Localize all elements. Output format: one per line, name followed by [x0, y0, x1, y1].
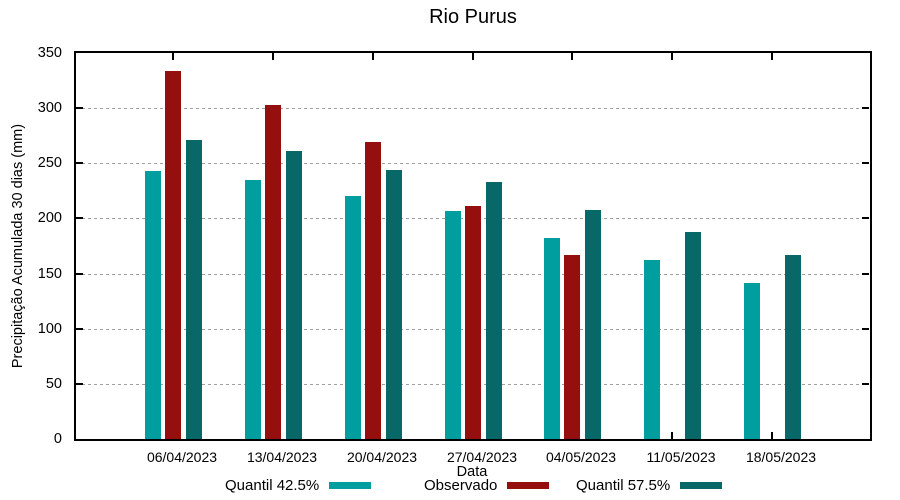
- y-tick-mark-right: [862, 382, 869, 385]
- bar-quantil-42-5--13/04/2023: [244, 179, 261, 439]
- y-tick-mark-left: [76, 107, 83, 110]
- y-tick-mark-right: [862, 272, 869, 275]
- bar-quantil-42-5--18/05/2023: [743, 283, 760, 439]
- x-tick-mark-top: [472, 53, 474, 60]
- y-tick-mark-left: [76, 327, 83, 330]
- y-tick-label: 100: [37, 320, 62, 337]
- y-tick-label: 0: [53, 431, 62, 447]
- x-tick-label: 18/05/2023: [745, 449, 817, 465]
- plot-area: [74, 51, 872, 441]
- bar-quantil-57-5--11/05/2023: [684, 231, 701, 439]
- bar-observado-27/04/2023: [465, 206, 481, 439]
- x-axis-title: Data: [456, 464, 488, 480]
- bar-quantil-42-5--11/05/2023: [643, 260, 660, 439]
- legend-label: Quantil 42.5%: [225, 477, 320, 494]
- x-tick-mark-bottom: [671, 432, 673, 439]
- legend-label: Observado: [424, 477, 498, 494]
- bar-observado-04/05/2023: [564, 254, 580, 439]
- bar-quantil-57-5--06/04/2023: [185, 140, 202, 439]
- x-tick-mark-top: [372, 53, 374, 60]
- x-tick-mark-top: [771, 53, 773, 60]
- legend-swatch: [329, 482, 372, 489]
- x-tick-label: 20/04/2023: [346, 449, 418, 465]
- legend-swatch: [507, 482, 550, 489]
- y-tick-label: 150: [37, 265, 62, 282]
- x-tick-label: 04/05/2023: [545, 449, 617, 465]
- bar-quantil-57-5--04/05/2023: [584, 209, 601, 439]
- y-tick-mark-right: [862, 327, 869, 330]
- x-tick-mark-bottom: [771, 432, 773, 439]
- chart-title: Rio Purus: [429, 6, 517, 28]
- legend-item-quantil-42-5-: Quantil 42.5%: [225, 477, 372, 494]
- x-tick-mark-top: [671, 53, 673, 60]
- y-tick-label: 200: [37, 210, 62, 227]
- y-tick-label: 300: [37, 100, 62, 117]
- y-tick-mark-right: [862, 107, 869, 110]
- y-tick-mark-left: [76, 272, 83, 275]
- y-tick-mark-left: [76, 382, 83, 385]
- legend-label: Quantil 57.5%: [576, 477, 671, 494]
- gridline-300: [76, 108, 869, 110]
- y-tick-mark-left: [76, 162, 83, 165]
- bar-quantil-57-5--27/04/2023: [485, 182, 502, 439]
- bar-observado-20/04/2023: [365, 142, 381, 439]
- x-tick-label: 13/04/2023: [246, 449, 318, 465]
- x-tick-mark-top: [571, 53, 573, 60]
- y-tick-label: 50: [45, 375, 62, 392]
- bar-quantil-57-5--13/04/2023: [285, 151, 302, 439]
- legend-item-quantil-57-5-: Quantil 57.5%: [576, 477, 723, 494]
- bar-quantil-42-5--04/05/2023: [543, 238, 560, 439]
- bar-quantil-42-5--06/04/2023: [144, 171, 161, 439]
- legend-item-observado: Observado: [424, 477, 550, 494]
- bar-quantil-42-5--20/04/2023: [344, 196, 361, 439]
- y-tick-mark-right: [862, 162, 869, 165]
- x-tick-mark-top: [172, 53, 174, 60]
- x-tick-mark-top: [272, 53, 274, 60]
- legend-swatch: [680, 482, 723, 489]
- bar-observado-06/04/2023: [165, 70, 181, 439]
- bar-observado-13/04/2023: [265, 104, 281, 439]
- x-tick-label: 11/05/2023: [646, 449, 716, 465]
- bar-quantil-42-5--27/04/2023: [444, 210, 461, 439]
- bar-quantil-57-5--20/04/2023: [385, 169, 402, 439]
- y-tick-label: 350: [37, 45, 62, 61]
- x-tick-label: 27/04/2023: [446, 449, 518, 465]
- y-tick-mark-left: [76, 217, 83, 220]
- bar-quantil-57-5--18/05/2023: [784, 254, 801, 439]
- y-tick-label: 250: [37, 155, 62, 172]
- x-tick-label: 06/04/2023: [146, 449, 218, 465]
- gridline-250: [76, 163, 869, 165]
- y-tick-mark-right: [862, 217, 869, 220]
